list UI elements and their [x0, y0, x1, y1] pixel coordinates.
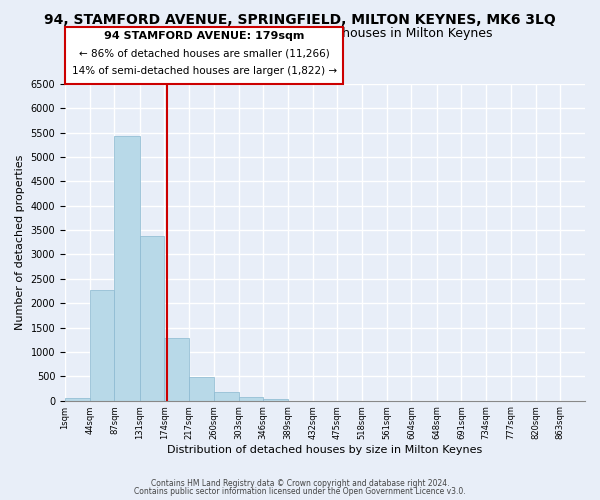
Bar — [214, 392, 239, 400]
Bar — [164, 338, 189, 400]
Bar — [239, 397, 263, 400]
Text: Size of property relative to detached houses in Milton Keynes: Size of property relative to detached ho… — [108, 28, 492, 40]
Bar — [115, 136, 140, 400]
Bar — [90, 290, 115, 401]
Text: Contains HM Land Registry data © Crown copyright and database right 2024.: Contains HM Land Registry data © Crown c… — [151, 478, 449, 488]
Text: 94, STAMFORD AVENUE, SPRINGFIELD, MILTON KEYNES, MK6 3LQ: 94, STAMFORD AVENUE, SPRINGFIELD, MILTON… — [44, 12, 556, 26]
Text: Contains public sector information licensed under the Open Government Licence v3: Contains public sector information licen… — [134, 487, 466, 496]
Y-axis label: Number of detached properties: Number of detached properties — [15, 154, 25, 330]
Text: ← 86% of detached houses are smaller (11,266): ← 86% of detached houses are smaller (11… — [79, 48, 329, 58]
Text: 94 STAMFORD AVENUE: 179sqm: 94 STAMFORD AVENUE: 179sqm — [104, 32, 304, 42]
Bar — [140, 236, 164, 400]
Bar — [65, 398, 90, 400]
X-axis label: Distribution of detached houses by size in Milton Keynes: Distribution of detached houses by size … — [167, 445, 482, 455]
Bar — [263, 399, 288, 400]
Bar — [189, 378, 214, 400]
Text: 14% of semi-detached houses are larger (1,822) →: 14% of semi-detached houses are larger (… — [71, 66, 337, 76]
